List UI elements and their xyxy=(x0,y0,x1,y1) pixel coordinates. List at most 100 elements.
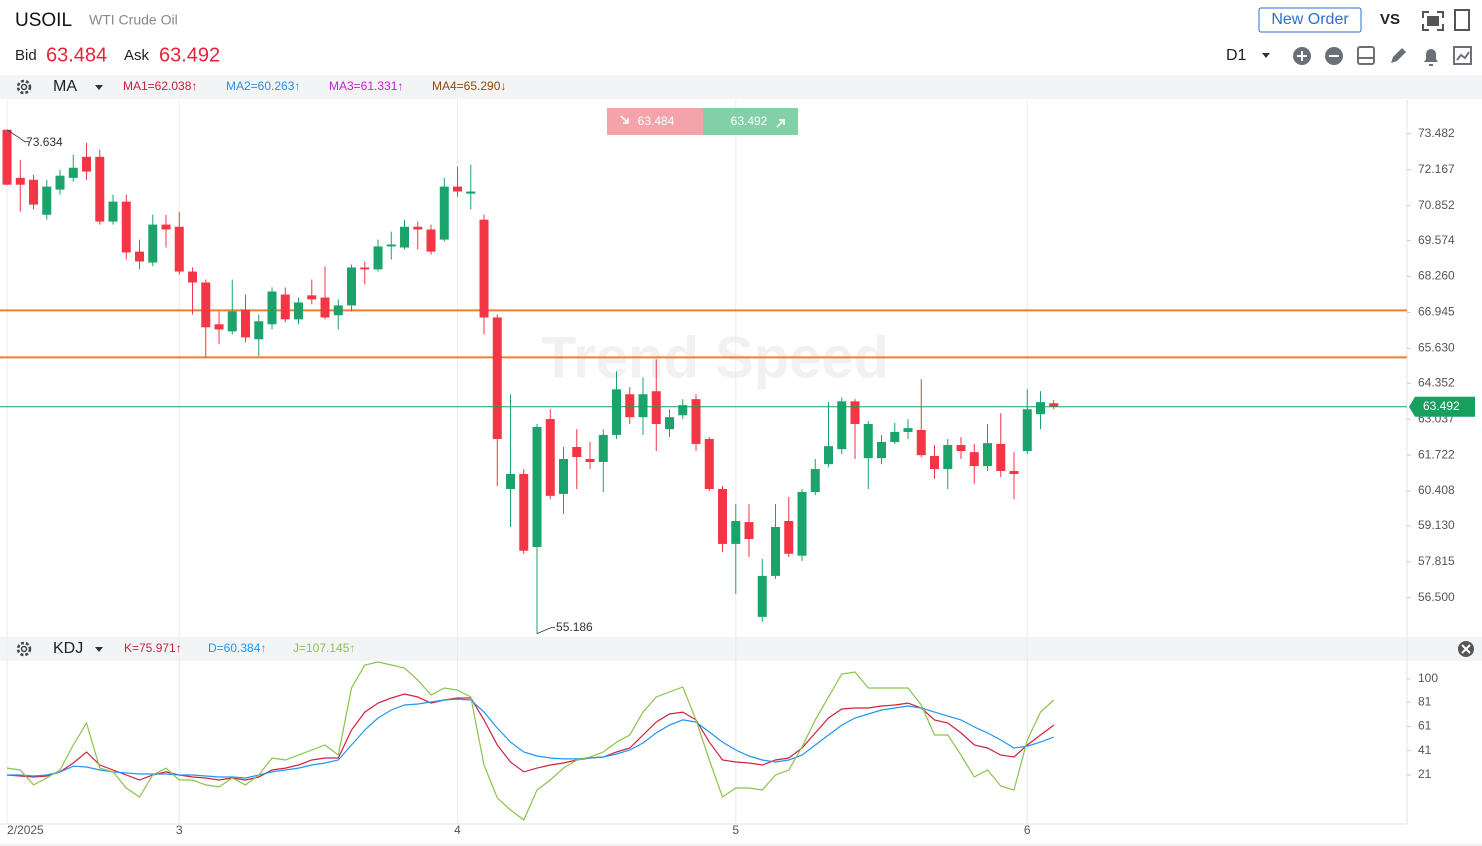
settings-icon[interactable] xyxy=(16,79,32,95)
y-tick-label: 66.945 xyxy=(1418,305,1455,319)
candle-body xyxy=(837,401,847,450)
min-label: 55.186 xyxy=(556,620,593,634)
icon-path[interactable] xyxy=(1453,46,1472,65)
indicator-label: MA2=60.263↑ xyxy=(226,79,300,93)
down-arrow[interactable] xyxy=(620,115,629,124)
zoom-in-icon[interactable] xyxy=(1293,47,1311,65)
candle-body xyxy=(121,201,131,253)
candle-body xyxy=(916,430,926,456)
candle-body xyxy=(400,226,410,248)
candle-body xyxy=(824,446,834,465)
candle-body xyxy=(108,201,118,222)
candle-body xyxy=(890,431,900,443)
icon-path[interactable] xyxy=(1357,46,1375,65)
compare-icon[interactable] xyxy=(1454,9,1470,31)
candle-body xyxy=(877,442,887,459)
candle-body xyxy=(161,224,171,230)
sell-button[interactable] xyxy=(607,108,703,135)
symbol: USOIL xyxy=(15,10,72,31)
y-tick-label: 68.260 xyxy=(1418,269,1455,283)
x-tick-label: 6 xyxy=(1024,823,1031,837)
candle-body xyxy=(757,575,767,617)
new-order-button[interactable]: New Order xyxy=(1258,7,1362,33)
candle-body xyxy=(996,443,1006,471)
indicator-icon[interactable] xyxy=(1453,46,1472,65)
draw-icon[interactable] xyxy=(1391,48,1406,63)
candle-body xyxy=(82,156,92,172)
up-arrow[interactable] xyxy=(776,119,785,128)
indicator-label: MA3=61.331↑ xyxy=(329,79,403,93)
alert-icon[interactable] xyxy=(1424,49,1438,66)
candle-body xyxy=(731,520,741,544)
max-label: 73.634 xyxy=(26,135,63,149)
fullscreen-icon[interactable] xyxy=(1422,11,1444,31)
candle-body xyxy=(15,177,25,185)
candle-body xyxy=(784,520,794,554)
icon-path[interactable] xyxy=(1427,16,1439,26)
candle-body xyxy=(704,439,714,490)
x-tick-label: 2/2025 xyxy=(7,823,44,837)
candle-body xyxy=(333,305,343,316)
candle-body xyxy=(1036,402,1046,415)
icon-path[interactable] xyxy=(1456,51,1470,61)
kdj-line xyxy=(6,661,1055,821)
timeframe[interactable]: D1 xyxy=(1226,47,1247,64)
candle-body xyxy=(227,311,237,332)
candle-body xyxy=(426,229,436,252)
vs-button[interactable]: VS xyxy=(1380,11,1400,28)
close-indicator[interactable] xyxy=(1458,641,1474,657)
layout-icon[interactable] xyxy=(1357,46,1375,65)
candle-body xyxy=(930,455,940,470)
button-frame[interactable] xyxy=(1258,7,1362,33)
candle-body xyxy=(863,424,873,459)
candle-body xyxy=(29,179,39,205)
y-tick-label: 70.852 xyxy=(1418,198,1455,212)
trade-box[interactable]: 63.484 63.492 xyxy=(607,108,798,135)
icon-path[interactable] xyxy=(20,645,28,653)
candle-body xyxy=(466,191,476,194)
icon-path[interactable] xyxy=(1297,51,1307,61)
candle-body xyxy=(1049,403,1059,407)
candle-body xyxy=(1022,409,1032,452)
indicator-name[interactable]: MA xyxy=(53,78,77,95)
ask-label: Ask xyxy=(124,47,150,64)
x-tick-label: 3 xyxy=(176,823,183,837)
y-tick-label: 57.815 xyxy=(1418,554,1455,568)
indicator-label: MA4=65.290↓ xyxy=(432,79,506,93)
y-tick-label: 41 xyxy=(1418,743,1432,757)
icon-path[interactable] xyxy=(1422,11,1444,31)
icon-path[interactable] xyxy=(1454,9,1470,31)
candle-body xyxy=(506,473,516,490)
candle-body xyxy=(691,399,701,444)
icon-path[interactable] xyxy=(1461,644,1471,654)
caret[interactable] xyxy=(1262,53,1270,58)
legend-label: D=60.384↑ xyxy=(208,641,266,655)
icon-path[interactable] xyxy=(20,83,28,91)
caret[interactable] xyxy=(95,647,103,652)
candle-body xyxy=(771,526,781,576)
candle-body xyxy=(638,394,648,418)
candle-body xyxy=(559,458,569,494)
x-tick-label: 5 xyxy=(732,823,739,837)
candle-body xyxy=(850,401,860,425)
buy-price[interactable]: 63.492 xyxy=(731,114,768,128)
candle-body xyxy=(294,302,304,320)
candle-body xyxy=(267,291,277,325)
instrument-name: WTI Crude Oil xyxy=(89,12,178,28)
sell-price[interactable]: 63.484 xyxy=(638,114,675,128)
icon-path[interactable] xyxy=(16,79,32,95)
candle-body xyxy=(665,417,675,430)
candle-body xyxy=(95,156,105,222)
candle-body xyxy=(307,295,317,300)
candle-body xyxy=(241,309,251,338)
candle-body xyxy=(810,469,820,493)
candle-body xyxy=(174,226,184,272)
indicator-name[interactable]: KDJ xyxy=(53,640,83,657)
caret[interactable] xyxy=(95,85,103,90)
settings-icon[interactable] xyxy=(16,641,32,657)
candle-body xyxy=(201,282,211,328)
icon-path[interactable] xyxy=(16,641,32,657)
button-label[interactable]: New Order xyxy=(1271,11,1349,28)
zoom-out-icon[interactable] xyxy=(1325,47,1343,65)
